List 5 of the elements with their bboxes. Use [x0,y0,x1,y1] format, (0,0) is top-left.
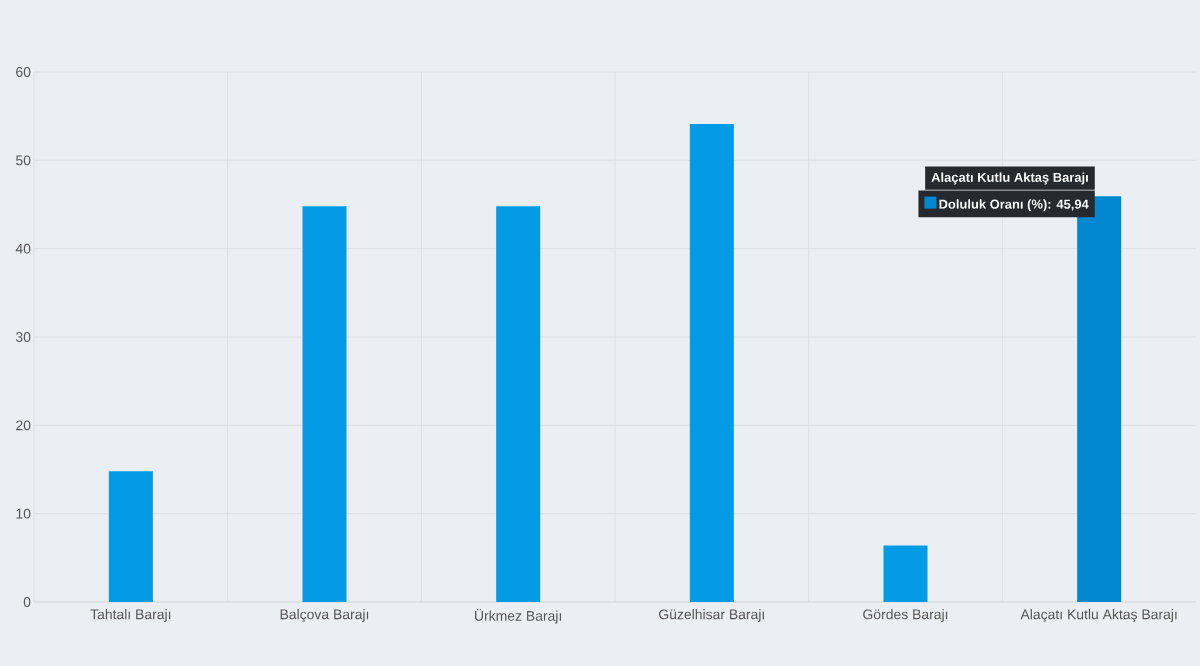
bar [302,206,347,602]
bar [496,206,541,602]
bar [883,545,928,602]
bar [689,124,734,602]
bar [108,471,153,602]
